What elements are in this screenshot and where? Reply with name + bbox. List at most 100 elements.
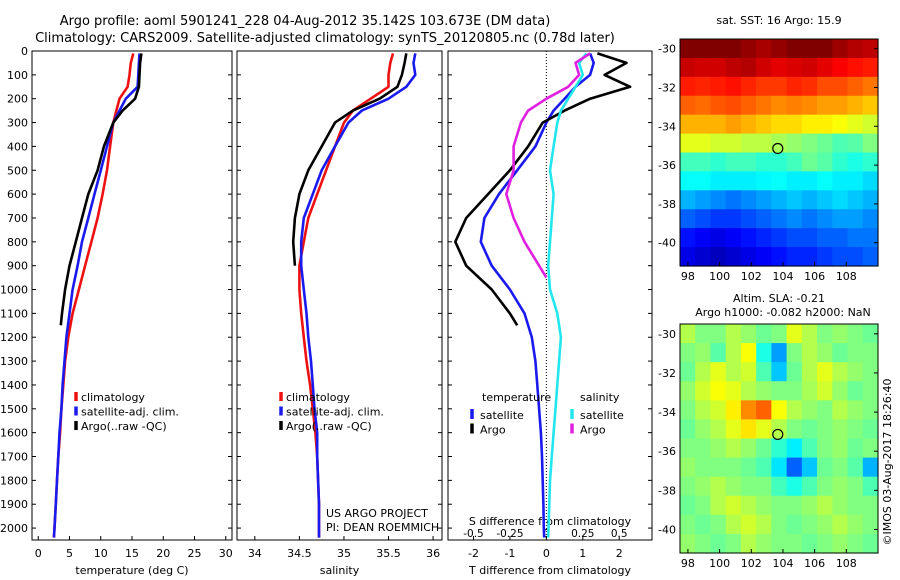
sst-map-cell bbox=[725, 152, 742, 173]
sla-map-cell bbox=[756, 457, 772, 478]
temperature-profile-ytick-label: 300 bbox=[7, 117, 28, 130]
sla-map-cell bbox=[710, 438, 727, 459]
sla-map-cell bbox=[801, 476, 818, 497]
sla-map-cell bbox=[710, 400, 727, 421]
sst-map-cell bbox=[725, 190, 742, 210]
sst-map-cell bbox=[847, 228, 864, 248]
sla-map-cell bbox=[832, 362, 849, 382]
sla-map-cell bbox=[695, 400, 712, 421]
sst-map-cell bbox=[786, 190, 803, 210]
sst-map-xtick-label: 106 bbox=[804, 270, 825, 283]
sla-map-cell bbox=[786, 476, 803, 497]
sla-map-cell bbox=[680, 495, 696, 516]
salinity-profile-xtick-label: 36 bbox=[426, 547, 440, 560]
sla-map-cell bbox=[710, 362, 727, 382]
salinity-profile-frame bbox=[236, 50, 443, 541]
sla-map-cell bbox=[771, 381, 788, 401]
sst-map-cell bbox=[710, 95, 727, 116]
sst-map-cell bbox=[801, 247, 818, 267]
sla-map-cell bbox=[801, 324, 818, 344]
sst-map-cell bbox=[832, 247, 849, 267]
sst-map-cell bbox=[801, 190, 818, 210]
sla-map-cell bbox=[801, 419, 818, 440]
sst-map-cell bbox=[862, 209, 879, 229]
sla-map-cell bbox=[680, 419, 696, 440]
difference-profile-series-satellite-temperature bbox=[479, 52, 595, 538]
sst-map-cell bbox=[801, 152, 818, 173]
difference-profile-top-tick-label: -0.25 bbox=[496, 528, 523, 540]
sla-map-cell bbox=[680, 400, 696, 421]
sst-map-cell bbox=[740, 114, 757, 135]
sla-map-cell bbox=[832, 400, 849, 421]
sla-map-cell bbox=[740, 438, 757, 459]
sst-map-cell bbox=[710, 57, 727, 78]
sla-map-cell bbox=[756, 362, 772, 382]
sst-map-cell bbox=[832, 152, 849, 173]
sst-map-cell bbox=[817, 114, 833, 135]
sst-map-ytick-label: -36 bbox=[658, 159, 676, 172]
sst-map-cell bbox=[740, 152, 757, 173]
sla-map-cell bbox=[695, 533, 712, 554]
sst-map-cell bbox=[725, 228, 742, 248]
sla-map-cell bbox=[695, 514, 712, 535]
difference-profile-top-tick-label: 0.5 bbox=[611, 528, 628, 540]
sla-map-cell bbox=[817, 381, 833, 401]
sst-map-cell bbox=[862, 152, 879, 173]
sla-map-cell bbox=[847, 457, 864, 478]
sst-map-ytick-label: -34 bbox=[658, 120, 676, 133]
temperature-profile-xtick-label: 15 bbox=[125, 547, 139, 560]
sst-map-cell bbox=[801, 57, 818, 78]
sla-map-ytick-label: -40 bbox=[658, 524, 676, 537]
salinity-profile-xtick-label: 34.5 bbox=[287, 547, 312, 560]
sst-map-cell bbox=[680, 95, 696, 116]
temperature-profile-legend-label: satellite-adj. clim. bbox=[81, 406, 179, 419]
sla-map-xtick-label: 102 bbox=[741, 557, 762, 570]
sst-map-cell bbox=[801, 76, 818, 97]
temperature-profile-ytick-label: 100 bbox=[7, 69, 28, 82]
sst-map-cell bbox=[786, 171, 803, 191]
sst-map-cell bbox=[680, 114, 696, 135]
salinity-profile-xlabel: salinity bbox=[320, 564, 360, 577]
sst-map-cell bbox=[756, 114, 772, 135]
sla-map-cell bbox=[695, 324, 712, 344]
sst-map-cell bbox=[817, 190, 833, 210]
sst-map-cell bbox=[740, 190, 757, 210]
temperature-profile-xtick-label: 25 bbox=[188, 547, 202, 560]
sst-map-title: sat. SST: 16 Argo: 15.9 bbox=[716, 14, 841, 27]
temperature-profile-ytick-label: 0 bbox=[21, 45, 28, 58]
sst-map-cell bbox=[832, 171, 849, 191]
sst-map-cell bbox=[695, 247, 712, 267]
temperature-profile-xtick-label: 30 bbox=[219, 547, 233, 560]
temperature-profile-ytick-label: 500 bbox=[7, 164, 28, 177]
sla-map-frame bbox=[679, 323, 879, 554]
sla-map-cell bbox=[817, 400, 833, 421]
sst-map-cell bbox=[710, 152, 727, 173]
sla-map-cell bbox=[695, 343, 712, 363]
sst-map-cell bbox=[862, 190, 879, 210]
sst-map-cell bbox=[832, 76, 849, 97]
sla-map-cell bbox=[756, 324, 772, 344]
sst-map-cell bbox=[817, 76, 833, 97]
sst-map-cell bbox=[771, 76, 788, 97]
sst-map-cell bbox=[725, 133, 742, 154]
sla-map-cell bbox=[847, 514, 864, 535]
sla-map-cell bbox=[710, 533, 727, 554]
sla-map-cell bbox=[740, 514, 757, 535]
temperature-profile-ytick-label: 1300 bbox=[0, 355, 28, 368]
temperature-profile-ytick-label: 1500 bbox=[0, 403, 28, 416]
sst-map-cell bbox=[847, 133, 864, 154]
sst-map-cell bbox=[847, 57, 864, 78]
sst-map-cell bbox=[740, 171, 757, 191]
sla-map-cell bbox=[680, 343, 696, 363]
sla-map-cell bbox=[695, 362, 712, 382]
sst-map-cell bbox=[817, 133, 833, 154]
sla-map-cell bbox=[847, 362, 864, 382]
sla-map-cell bbox=[695, 438, 712, 459]
sla-map-cell bbox=[695, 495, 712, 516]
sla-map-cell bbox=[725, 400, 742, 421]
sst-map-cell bbox=[786, 228, 803, 248]
salinity-profile-legend-label: satellite-adj. clim. bbox=[286, 406, 384, 419]
salinity-profile-xtick-label: 35 bbox=[337, 547, 351, 560]
sst-map-cell bbox=[801, 228, 818, 248]
sla-map-title: Altim. SLA: -0.21 bbox=[733, 292, 825, 305]
